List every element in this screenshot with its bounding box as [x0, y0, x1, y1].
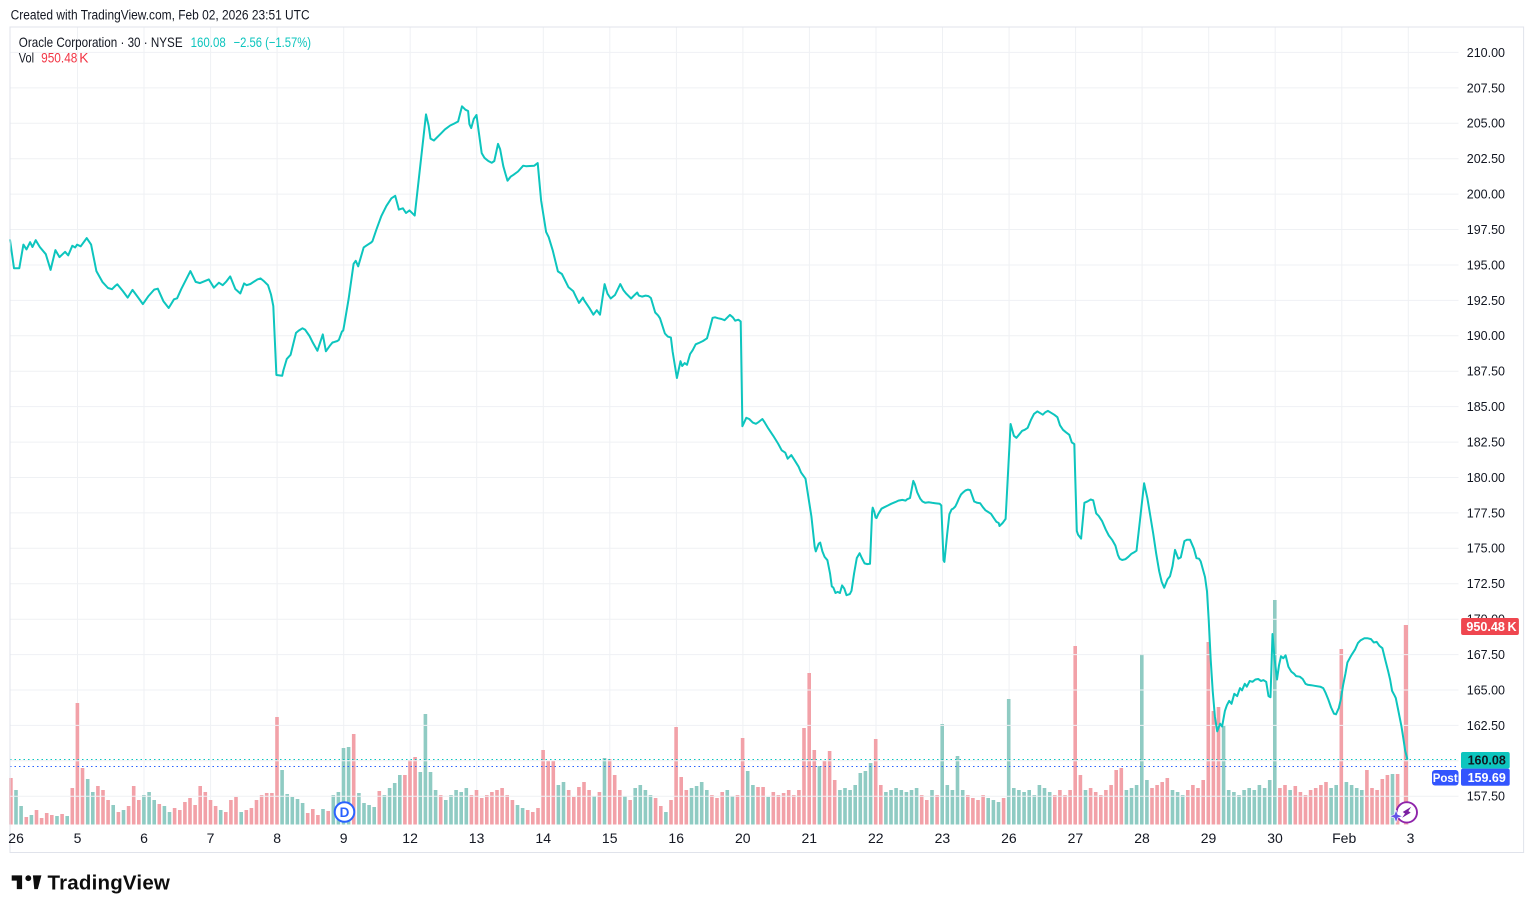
- svg-text:21: 21: [802, 830, 818, 846]
- svg-text:5: 5: [74, 830, 82, 846]
- svg-text:14: 14: [535, 830, 551, 846]
- svg-text:TradingView: TradingView: [48, 872, 171, 895]
- svg-text:K: K: [79, 51, 89, 66]
- svg-text:Feb: Feb: [1332, 830, 1356, 846]
- svg-text:177.50: 177.50: [1467, 506, 1505, 520]
- svg-text:205.00: 205.00: [1467, 117, 1505, 131]
- svg-text:7: 7: [207, 830, 215, 846]
- svg-text:159.69: 159.69: [1468, 771, 1506, 785]
- svg-text:162.50: 162.50: [1467, 719, 1505, 733]
- svg-text:197.50: 197.50: [1467, 223, 1505, 237]
- svg-text:190.00: 190.00: [1467, 329, 1505, 343]
- svg-text:950.48: 950.48: [41, 51, 78, 66]
- svg-text:172.50: 172.50: [1467, 577, 1505, 591]
- svg-text:950.48 K: 950.48 K: [1466, 620, 1516, 634]
- svg-text:20: 20: [735, 830, 751, 846]
- svg-text:167.50: 167.50: [1467, 648, 1505, 662]
- svg-text:180.00: 180.00: [1467, 471, 1505, 485]
- svg-text:160.08: 160.08: [191, 35, 226, 50]
- svg-text:200.00: 200.00: [1467, 188, 1505, 202]
- svg-text:Oracle Corporation · 30 · NYSE: Oracle Corporation · 30 · NYSE: [19, 35, 183, 50]
- svg-text:16: 16: [668, 830, 684, 846]
- svg-text:207.50: 207.50: [1467, 81, 1505, 95]
- svg-text:182.50: 182.50: [1467, 436, 1505, 450]
- svg-text:187.50: 187.50: [1467, 365, 1505, 379]
- svg-text:Created with TradingView.com,: Created with TradingView.com, Feb 02, 20…: [11, 7, 310, 22]
- svg-text:−2.56 (−1.57%): −2.56 (−1.57%): [234, 35, 312, 50]
- svg-text:29: 29: [1201, 830, 1217, 846]
- svg-text:D: D: [340, 805, 350, 820]
- svg-text:22: 22: [868, 830, 884, 846]
- svg-text:175.00: 175.00: [1467, 542, 1505, 556]
- svg-text:27: 27: [1068, 830, 1084, 846]
- svg-text:12: 12: [402, 830, 418, 846]
- svg-text:6: 6: [140, 830, 148, 846]
- svg-text:210.00: 210.00: [1467, 46, 1505, 60]
- svg-text:192.50: 192.50: [1467, 294, 1505, 308]
- svg-text:165.00: 165.00: [1467, 683, 1505, 697]
- svg-text:Vol: Vol: [19, 51, 34, 66]
- svg-text:15: 15: [602, 830, 618, 846]
- svg-text:26: 26: [1001, 830, 1017, 846]
- svg-text:9: 9: [340, 830, 348, 846]
- svg-text:26: 26: [8, 830, 24, 846]
- svg-text:160.08: 160.08: [1468, 754, 1506, 768]
- svg-text:30: 30: [1267, 830, 1283, 846]
- svg-text:23: 23: [935, 830, 951, 846]
- svg-text:195.00: 195.00: [1467, 258, 1505, 272]
- svg-text:185.00: 185.00: [1467, 400, 1505, 414]
- svg-text:202.50: 202.50: [1467, 152, 1505, 166]
- svg-text:3: 3: [1407, 830, 1415, 846]
- svg-text:28: 28: [1134, 830, 1150, 846]
- svg-text:13: 13: [469, 830, 485, 846]
- svg-text:Post: Post: [1433, 773, 1458, 785]
- svg-text:8: 8: [273, 830, 281, 846]
- svg-text:157.50: 157.50: [1467, 790, 1505, 804]
